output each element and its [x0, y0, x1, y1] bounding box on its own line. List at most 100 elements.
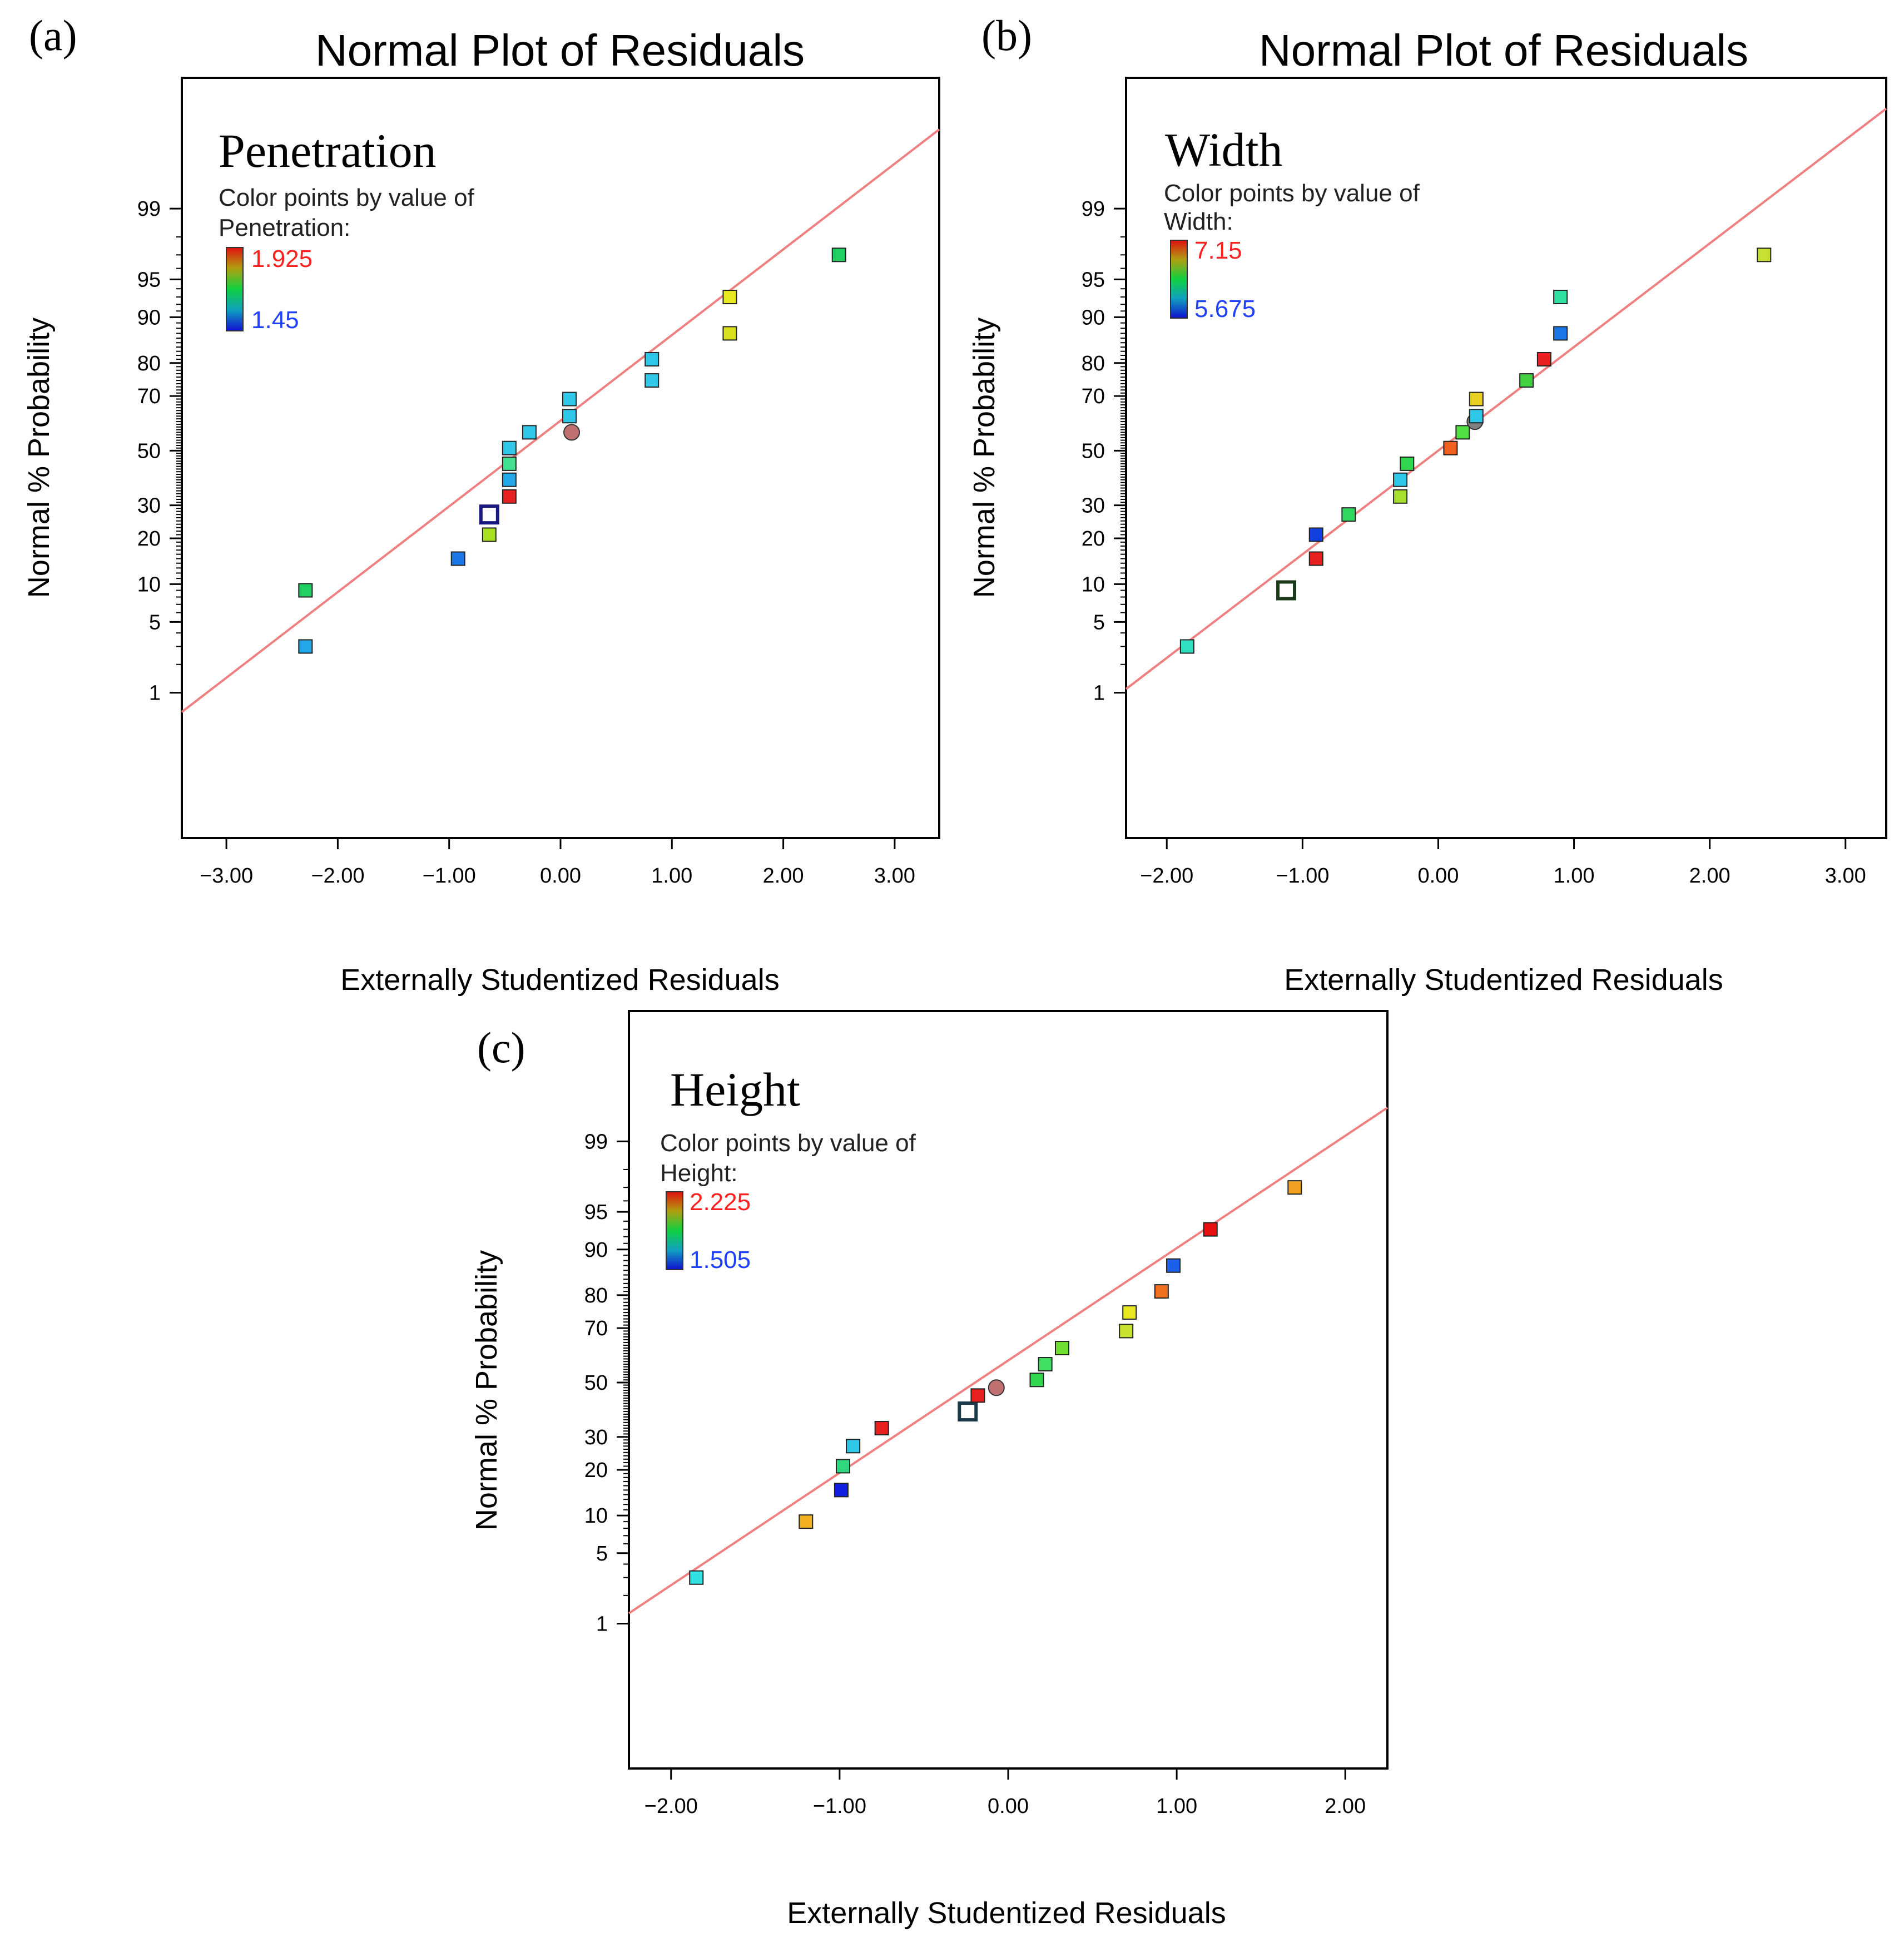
data-point [644, 373, 660, 388]
y-tick-label: 90 [137, 306, 161, 329]
response-annotation: Height [670, 1063, 800, 1116]
panel-letter: (b) [981, 11, 1032, 60]
x-tick-label: 0.00 [1417, 864, 1459, 888]
x-tick-label: 2.00 [763, 864, 804, 888]
data-point [1469, 392, 1484, 407]
data-point [835, 1459, 850, 1474]
y-tick-label: 5 [596, 1542, 608, 1565]
y-tick-label: 1 [596, 1613, 608, 1636]
x-tick-label: 0.00 [540, 864, 581, 888]
y-tick-label: 90 [584, 1238, 608, 1262]
data-point [1203, 1222, 1218, 1237]
x-axis-label: Externally Studentized Residuals [1284, 963, 1723, 997]
response-annotation: Penetration [219, 124, 437, 177]
y-tick-label: 90 [1082, 306, 1105, 329]
data-point [831, 247, 846, 262]
data-point [988, 1379, 1005, 1396]
x-tick-label: 1.00 [1156, 1795, 1197, 1818]
data-point [563, 424, 581, 441]
x-tick-label: 1.00 [1554, 864, 1595, 888]
color-scale-bar [666, 1191, 683, 1270]
y-tick-label: 95 [584, 1201, 608, 1224]
plot-area-width: 1 5 10 20 30 50 70 80 90 95 99 −2.00 −1.00 0.00 1.00 2.… [1082, 107, 1887, 888]
color-scale-bar [1170, 240, 1188, 319]
data-point [1179, 639, 1194, 654]
color-scale-min: 5.675 [1194, 295, 1256, 323]
y-tick-label: 80 [1082, 352, 1105, 375]
x-tick-label: −1.00 [1276, 864, 1329, 888]
data-point [1393, 472, 1408, 487]
panel-a: (a) Normal Plot of Residuals 1 5 10 20 30 50 7… [22, 11, 940, 997]
data-point [1308, 551, 1323, 566]
y-tick-label: 70 [137, 385, 161, 408]
y-tick-label: 20 [1082, 527, 1105, 551]
y-tick-label: 80 [584, 1284, 608, 1307]
data-point [298, 583, 313, 598]
y-tick-label: 99 [137, 197, 161, 221]
data-point [482, 527, 497, 542]
x-tick-label: 0.00 [988, 1795, 1029, 1818]
data-point [1469, 409, 1484, 424]
legend-caption-variable: Penetration: [219, 214, 350, 241]
x-tick-label: −1.00 [423, 864, 476, 888]
y-tick-label: 50 [1082, 439, 1105, 463]
y-tick-label: 10 [584, 1504, 608, 1528]
data-point [799, 1514, 814, 1529]
panel-letter: (c) [477, 1023, 525, 1072]
reference-line [628, 1107, 1389, 1614]
data-point [1400, 456, 1415, 471]
x-tick-label: −2.00 [1140, 864, 1193, 888]
y-tick-label: 99 [584, 1130, 608, 1153]
chart-title: Normal Plot of Residuals [315, 26, 805, 75]
data-point [834, 1483, 849, 1498]
data-point [958, 1401, 978, 1422]
legend-caption: Color points by value of [1164, 180, 1420, 207]
data-point [722, 290, 737, 305]
y-tick-label: 30 [1082, 494, 1105, 518]
x-axis-label: Externally Studentized Residuals [340, 963, 779, 997]
y-tick-label: 10 [137, 573, 161, 596]
y-axis-label: Normal % Probability [22, 318, 56, 598]
color-scale-bar [226, 247, 244, 331]
x-tick-label: 1.00 [651, 864, 692, 888]
data-point [1553, 326, 1568, 341]
x-tick-label: 2.00 [1689, 864, 1731, 888]
data-point [846, 1439, 861, 1454]
data-point [1119, 1324, 1134, 1339]
response-annotation: Width [1165, 123, 1283, 176]
plot-area-penetration: 1 5 10 20 30 50 70 80 90 95 99 −3.00 −2.00 −1.00 0.00 1… [137, 128, 940, 888]
data-point [644, 351, 660, 366]
data-point [874, 1421, 889, 1436]
y-tick-label: 95 [137, 268, 161, 291]
data-point [298, 639, 313, 654]
data-point [1276, 580, 1297, 601]
x-tick-label: −2.00 [311, 864, 364, 888]
data-point [1038, 1357, 1053, 1372]
data-point [1308, 527, 1323, 542]
data-point [970, 1388, 985, 1403]
data-point [562, 409, 577, 424]
data-point [1341, 507, 1356, 522]
y-tick-label: 5 [149, 611, 161, 634]
data-point [1443, 440, 1458, 455]
panel-letter: (a) [29, 11, 77, 60]
y-tick-label: 80 [137, 352, 161, 375]
y-axis-label: Normal % Probability [470, 1250, 503, 1530]
plot-frame [628, 1010, 1389, 1770]
y-tick-label: 1 [149, 682, 161, 705]
data-point [522, 425, 537, 440]
legend-caption-variable: Height: [660, 1160, 737, 1187]
data-point [1166, 1258, 1181, 1273]
reference-line [1125, 107, 1887, 690]
legend-caption: Color points by value of [660, 1129, 916, 1157]
data-point [502, 440, 517, 455]
plot-area-height: 1 5 10 20 30 50 70 80 90 95 99 −2.00 −1.00 0.00 1.00 2.… [584, 1107, 1389, 1818]
data-point [1154, 1284, 1169, 1299]
y-tick-label: 70 [584, 1317, 608, 1340]
legend-caption-variable: Width: [1164, 208, 1233, 235]
panel-b: (b) Normal Plot of Residuals 1 5 10 20 30 50 7… [968, 11, 1887, 997]
x-tick-label: 2.00 [1325, 1795, 1366, 1818]
data-point [1553, 290, 1568, 305]
y-tick-label: 30 [137, 494, 161, 518]
